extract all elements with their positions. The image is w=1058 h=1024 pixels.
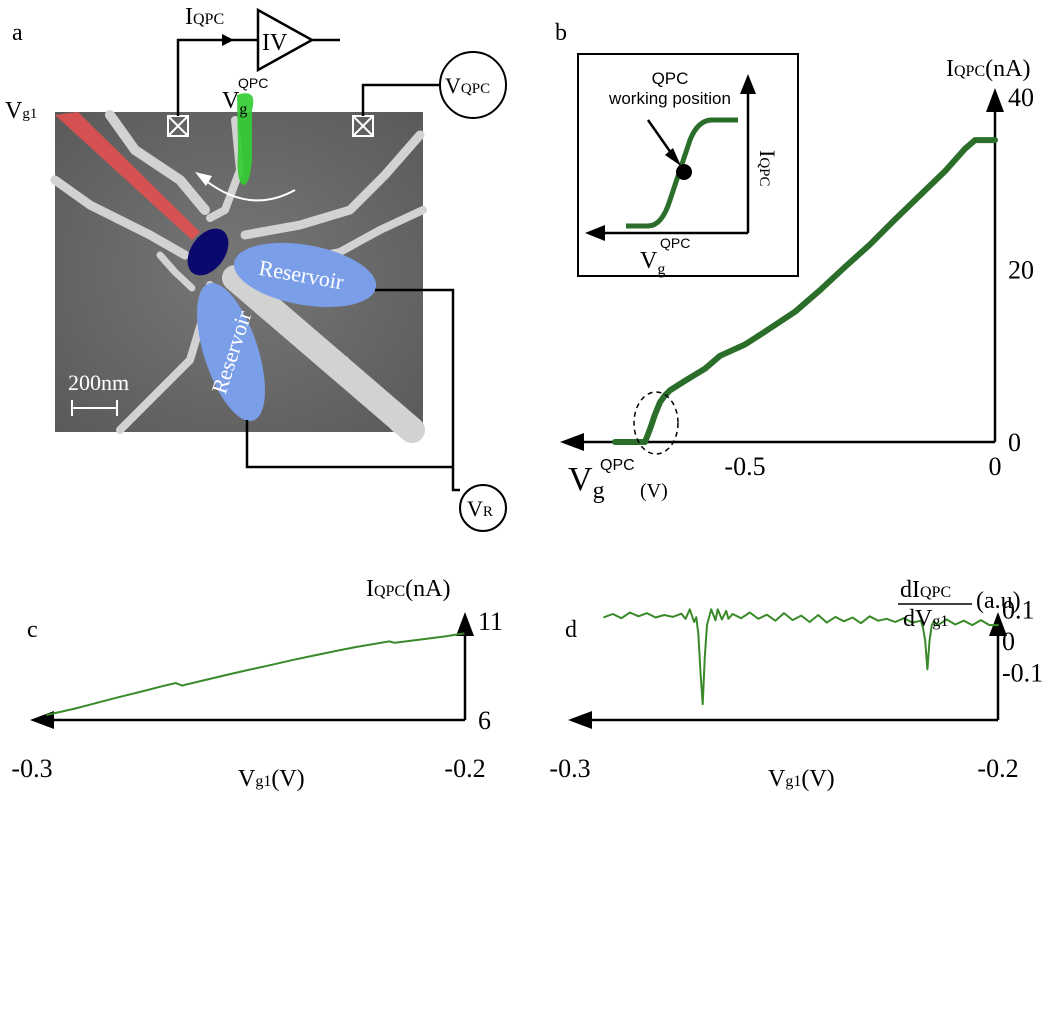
gate-qpc <box>237 93 254 185</box>
series-line <box>612 137 998 445</box>
panel-c: c -0.3 -0.2 6 11 IQPC(nA) Vg1(V) <box>11 576 503 792</box>
y-axis-arrow-icon <box>989 612 1007 636</box>
y-tick-label: 40 <box>1008 83 1034 112</box>
panel-d: d -0.3 -0.2 0.1 0 -0.1 dIQPC dVg1 (a.u) Vg1(V) <box>549 577 1043 792</box>
panel-b: b QPC working position IQPC Vg QPC -0.5 0… <box>555 20 1034 504</box>
charge-flow-arrow <box>204 179 296 202</box>
series-line <box>603 608 999 706</box>
x-axis-label: Vg <box>568 461 605 504</box>
y-axis-arrow-icon <box>986 88 1004 112</box>
x-axis-unit: (V) <box>640 480 668 502</box>
x-tick-label: -0.5 <box>724 452 765 481</box>
x-tick-label: -0.2 <box>444 754 485 783</box>
vg-qpc-sup-a: QPC <box>238 75 268 91</box>
arrowhead-icon <box>195 172 212 186</box>
inset-text-2: working position <box>608 89 731 108</box>
x-axis-label: Vg1(V) <box>768 766 835 792</box>
inset-text-1: QPC <box>652 69 689 88</box>
x-tick-label: -0.3 <box>11 754 52 783</box>
quantum-dot <box>187 228 229 276</box>
inset-y-arrow-icon <box>740 74 756 94</box>
scale-bar <box>71 400 118 416</box>
y-tick-label: 0 <box>1002 627 1015 656</box>
working-position-marker <box>633 391 679 455</box>
y-axis-unit: (a.u) <box>976 588 1021 614</box>
x-axis-label: Vg1(V) <box>238 766 305 792</box>
y-axis-label: IQPC(nA) <box>946 56 1030 82</box>
x-tick-label: -0.2 <box>977 754 1018 783</box>
inset-x-arrow-icon <box>585 225 605 241</box>
inset-box <box>577 53 799 277</box>
gate-electrodes <box>50 110 427 443</box>
vqpc-source-icon <box>439 51 507 119</box>
panel-b-label: b <box>555 20 567 46</box>
y-tick-label: 6 <box>478 706 491 735</box>
x-tick-label: 0 <box>989 452 1002 481</box>
reservoir-ellipse-1 <box>233 242 377 308</box>
vg-qpc-label-a: Vg <box>222 88 247 118</box>
y-axis-arrow-icon <box>456 612 474 636</box>
y-axis-label-denominator: dVg1 <box>903 606 948 632</box>
x-axis-arrow-icon <box>560 433 584 451</box>
current-arrow-icon <box>222 34 234 46</box>
reservoir-ellipse-2 <box>197 283 265 421</box>
scale-bar-label: 200nm <box>68 370 129 395</box>
panel-c-label: c <box>27 617 38 643</box>
series-line <box>46 632 465 716</box>
iqpc-label-a: IQPC <box>185 4 224 30</box>
x-tick-label: -0.3 <box>549 754 590 783</box>
x-axis-label-sup: QPC <box>600 457 635 474</box>
vr-label: VR <box>467 496 493 521</box>
inset-working-point <box>676 164 692 180</box>
inset-pointer-arrow-icon <box>665 148 681 166</box>
inset-xlabel: Vg <box>640 248 665 278</box>
inset-ylabel: IQPC <box>755 150 780 187</box>
x-axis-arrow-icon <box>568 711 592 729</box>
y-tick-label: -0.1 <box>1002 659 1043 688</box>
chart-c: -0.3 -0.2 6 11 IQPC(nA) Vg1(V) <box>11 576 503 792</box>
y-tick-label: 20 <box>1008 256 1034 285</box>
panel-a: a Reservoir Reservoir 200nm <box>5 4 507 532</box>
panel-a-label: a <box>12 20 23 46</box>
amplifier-label: IV <box>262 30 288 56</box>
y-tick-label: 0 <box>1008 428 1021 457</box>
panel-d-label: d <box>565 617 577 643</box>
inset-xsup: QPC <box>660 235 690 251</box>
y-axis-label: IQPC(nA) <box>366 576 450 602</box>
y-tick-label: 11 <box>478 607 503 636</box>
y-tick-label: 0.1 <box>1002 595 1035 624</box>
y-axis-label-numerator: dIQPC <box>900 577 951 603</box>
chart-d: -0.3 -0.2 0.1 0 -0.1 dIQPC dVg1 (a.u) Vg1(V) <box>549 577 1043 792</box>
inset-axes <box>600 88 750 235</box>
vqpc-label: VQPC <box>445 73 490 98</box>
vg1-label: Vg1 <box>5 98 37 124</box>
amplifier-icon <box>256 7 315 73</box>
gate-vg1 <box>55 112 200 240</box>
vr-source-icon <box>459 484 507 532</box>
